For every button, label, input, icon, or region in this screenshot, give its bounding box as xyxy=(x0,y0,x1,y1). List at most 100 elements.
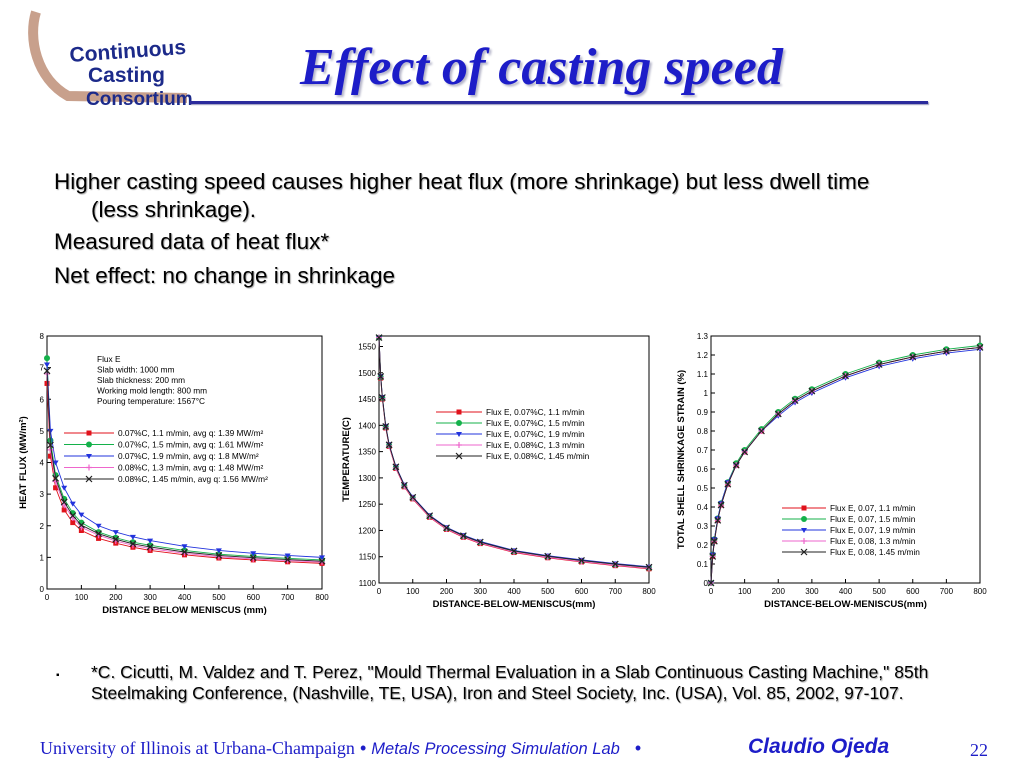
data-point xyxy=(78,527,84,533)
data-point xyxy=(732,461,740,469)
y-tick-label: 3 xyxy=(40,490,45,499)
data-point xyxy=(43,367,51,375)
data-point xyxy=(284,553,291,559)
plot-frame xyxy=(378,335,650,584)
data-point xyxy=(459,532,467,540)
x-tick-label: 100 xyxy=(75,593,89,602)
legend-label: Flux E, 0.07%C, 1.5 m/min xyxy=(486,418,585,428)
legend-marker xyxy=(456,432,462,437)
legend-label: Flux E, 0.07, 1.1 m/min xyxy=(830,503,916,513)
data-point xyxy=(791,397,799,405)
legend-marker xyxy=(85,475,93,483)
data-point xyxy=(385,441,393,449)
y-tick-label: 6 xyxy=(40,395,45,404)
data-point xyxy=(382,422,390,430)
reference-bullet: ▪ xyxy=(56,670,60,681)
y-tick-label: 1450 xyxy=(358,395,376,404)
data-point xyxy=(510,547,518,555)
data-point xyxy=(717,501,725,509)
data-point xyxy=(78,512,85,518)
y-tick-label: 0.5 xyxy=(697,484,709,493)
series-3 xyxy=(44,362,325,561)
data-point xyxy=(578,558,585,565)
y-tick-label: 0.9 xyxy=(697,408,709,417)
legend-label: 0.08%C, 1.45 m/min, avg q: 1.56 MW/m² xyxy=(118,474,268,484)
data-point xyxy=(61,485,68,491)
y-tick-label: 0 xyxy=(40,585,45,594)
data-point xyxy=(645,563,653,571)
x-tick-label: 700 xyxy=(609,587,623,596)
y-tick-label: 1250 xyxy=(358,500,376,509)
data-point xyxy=(69,501,76,507)
y-tick-label: 0.2 xyxy=(697,541,709,550)
annotation-line: Slab thickness: 200 mm xyxy=(97,375,185,385)
y-tick-label: 1.2 xyxy=(697,351,709,360)
y-tick-label: 0 xyxy=(704,579,709,588)
data-point xyxy=(95,523,102,529)
data-point xyxy=(758,427,765,435)
legend-marker xyxy=(456,442,462,448)
data-point xyxy=(181,544,188,550)
consortium-logo: Continuous Casting Consortium xyxy=(28,10,192,110)
footer-university: University of Illinois at Urbana-Champai… xyxy=(40,738,355,758)
data-point xyxy=(284,556,292,564)
y-tick-label: 1.1 xyxy=(697,370,709,379)
data-point xyxy=(774,410,782,418)
x-tick-label: 800 xyxy=(642,587,656,596)
x-tick-label: 600 xyxy=(247,593,261,602)
y-tick-label: 0.7 xyxy=(697,446,709,455)
data-point xyxy=(976,343,984,351)
y-tick-label: 0.6 xyxy=(697,465,709,474)
data-point xyxy=(409,495,416,502)
logo-line-3: Consortium xyxy=(86,89,192,110)
y-tick-label: 5 xyxy=(40,427,45,436)
legend-label: Flux E, 0.08, 1.3 m/min xyxy=(830,536,916,546)
bullet-3: Net effect: no change in shrinkage xyxy=(54,263,396,288)
data-point xyxy=(842,372,849,380)
legend-label: Flux E, 0.08%C, 1.45 m/min xyxy=(486,451,590,461)
footer-separator-1: • xyxy=(359,738,367,758)
data-point xyxy=(112,530,119,536)
bullet-1-line-2: (less shrinkage). xyxy=(91,197,257,222)
page-number: 22 xyxy=(970,740,988,760)
data-point xyxy=(377,373,385,380)
footer-separator-2: • xyxy=(634,738,642,758)
chart-shrinkage-strain: 0 100 200 300 400 500 600 700 800 0 0.1 0.2 0.3 0.4 0.… xyxy=(676,332,987,610)
legend-marker xyxy=(801,516,807,522)
data-point xyxy=(611,560,619,568)
data-point xyxy=(426,512,434,520)
data-point xyxy=(724,480,732,488)
y-tick-label: 0.1 xyxy=(697,560,709,569)
data-point xyxy=(215,552,223,559)
bullet-2: Measured data of heat flux* xyxy=(54,229,330,254)
data-point xyxy=(409,493,417,501)
data-point xyxy=(378,394,386,401)
y-axis-label: TOTAL SHELL SHRINKAGE STRAIN (%) xyxy=(676,370,687,549)
y-tick-label: 2 xyxy=(40,522,45,531)
x-axis-label: DISTANCE-BELOW-MENISCUS(mm) xyxy=(433,599,596,610)
x-tick-label: 0 xyxy=(45,593,50,602)
annotation-line: Flux E xyxy=(97,354,121,364)
bullet-1-line-1: Higher casting speed causes higher heat … xyxy=(54,169,870,194)
annotation-line: Pouring temperature: 1567°C xyxy=(97,396,205,406)
data-point xyxy=(95,530,102,538)
data-point xyxy=(129,540,137,548)
legend-marker xyxy=(801,528,807,533)
x-tick-label: 500 xyxy=(541,587,555,596)
data-point xyxy=(319,555,325,561)
data-point xyxy=(249,554,257,562)
y-tick-label: 7 xyxy=(40,364,45,373)
data-point xyxy=(808,387,816,395)
x-tick-label: 700 xyxy=(940,587,954,596)
x-tick-label: 0 xyxy=(377,587,382,596)
legend-label: Flux E, 0.07%C, 1.9 m/min xyxy=(486,429,585,439)
data-point xyxy=(646,565,652,572)
x-tick-label: 800 xyxy=(973,587,987,596)
data-point xyxy=(443,524,450,532)
y-tick-label: 1 xyxy=(40,553,45,562)
x-tick-label: 400 xyxy=(178,593,192,602)
legend-label: Flux E, 0.07, 1.5 m/min xyxy=(830,514,916,524)
annotation-line: Slab width: 1000 mm xyxy=(97,365,175,375)
legend-label: Flux E, 0.07%C, 1.1 m/min xyxy=(486,407,585,417)
data-point xyxy=(53,485,59,491)
